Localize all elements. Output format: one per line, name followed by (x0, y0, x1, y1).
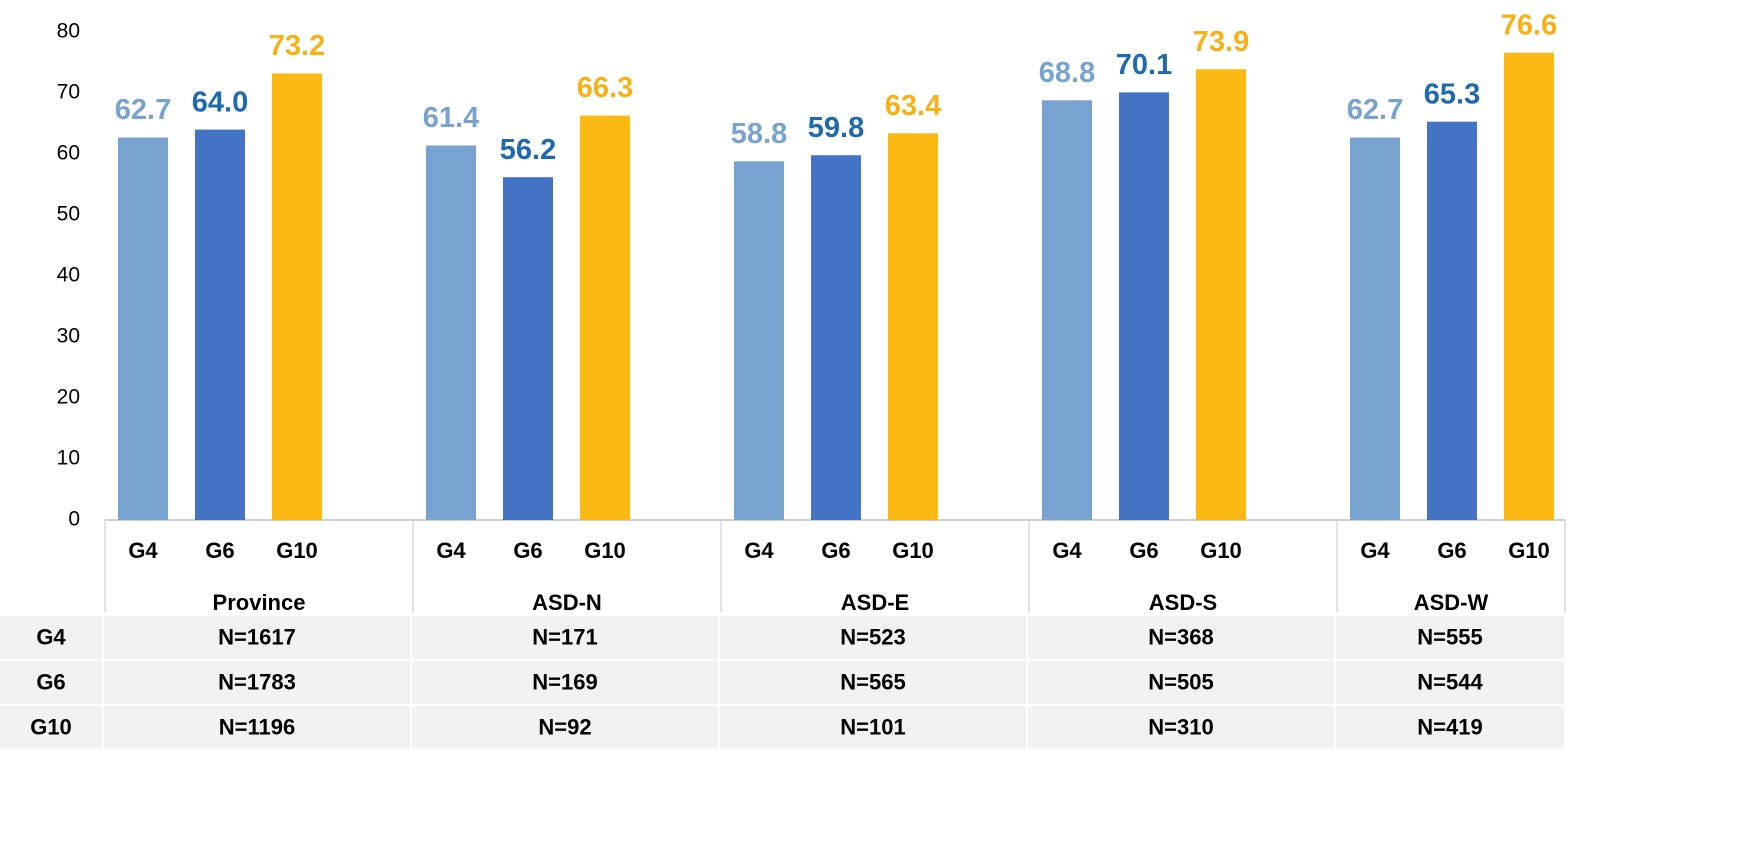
table-cell (412, 661, 718, 704)
value-label: 59.8 (808, 112, 864, 144)
table-value: N=419 (1417, 714, 1482, 739)
table-value: N=555 (1417, 624, 1482, 649)
x-sub-label: G10 (1508, 538, 1550, 563)
value-label: 65.3 (1424, 78, 1480, 110)
value-label: 62.7 (115, 94, 171, 126)
x-sub-label: G6 (513, 538, 542, 563)
x-sub-label: G10 (276, 538, 318, 563)
value-label: 66.3 (577, 72, 633, 104)
table-cell (1336, 616, 1564, 659)
bar (580, 115, 630, 520)
value-label: 63.4 (885, 90, 941, 122)
x-sub-label: G10 (1200, 538, 1242, 563)
table-cell (412, 616, 718, 659)
table-value: N=565 (840, 669, 905, 694)
bar (811, 155, 861, 520)
table-cell (104, 661, 410, 704)
table-value: N=1196 (219, 714, 295, 739)
table-cell (1028, 706, 1334, 749)
table-value: N=1617 (218, 624, 296, 649)
table-cell (1336, 706, 1564, 749)
table-cell (0, 706, 102, 749)
bar (272, 73, 322, 520)
table-cell (0, 661, 102, 704)
x-sub-label: G6 (205, 538, 234, 563)
table-cell (720, 661, 1026, 704)
row-header: G4 (36, 624, 66, 649)
table-value: N=505 (1148, 669, 1213, 694)
value-label: 68.8 (1039, 57, 1095, 89)
x-sub-label: G6 (821, 538, 850, 563)
table-cell (1028, 616, 1334, 659)
x-sub-label: G4 (1360, 538, 1390, 563)
bar (1504, 52, 1554, 521)
value-label: 70.1 (1116, 49, 1172, 81)
y-tick-label: 0 (68, 508, 80, 531)
table-cell (720, 706, 1026, 749)
y-tick-label: 30 (57, 325, 80, 348)
group-label: ASD-W (1414, 590, 1489, 615)
table-cell (412, 706, 718, 749)
value-label: 73.2 (269, 30, 325, 62)
y-tick-label: 20 (57, 386, 80, 409)
table-value: N=544 (1417, 669, 1483, 694)
table-value: N=368 (1148, 624, 1213, 649)
table-cell (1336, 661, 1564, 704)
value-label: 61.4 (423, 102, 479, 134)
table-value: N=171 (532, 624, 597, 649)
y-tick-label: 10 (57, 447, 80, 470)
table-value: N=523 (840, 624, 905, 649)
table-value: N=1783 (218, 669, 296, 694)
y-tick-label: 70 (57, 81, 80, 104)
bar (426, 145, 476, 520)
value-label: 73.9 (1193, 26, 1249, 58)
table-value: N=169 (532, 669, 597, 694)
y-tick-label: 50 (57, 203, 80, 226)
group-label: ASD-N (532, 590, 602, 615)
x-sub-label: G6 (1437, 538, 1466, 563)
row-header: G10 (30, 714, 72, 739)
row-header: G6 (36, 669, 65, 694)
bar (118, 137, 168, 520)
bar (1119, 92, 1169, 520)
value-label: 56.2 (500, 134, 556, 166)
value-label: 58.8 (731, 118, 787, 150)
x-sub-label: G10 (584, 538, 626, 563)
bar (1042, 100, 1092, 520)
value-label: 76.6 (1501, 9, 1557, 41)
y-tick-label: 80 (57, 20, 80, 43)
y-tick-label: 60 (57, 142, 80, 165)
x-sub-label: G6 (1129, 538, 1158, 563)
y-tick-label: 40 (57, 264, 80, 287)
table-cell (0, 616, 102, 659)
bar (888, 133, 938, 520)
table-value: N=101 (840, 714, 905, 739)
x-sub-label: G4 (744, 538, 774, 563)
x-sub-label: G4 (436, 538, 466, 563)
group-label: ASD-E (841, 590, 909, 615)
bar (195, 129, 245, 520)
bar (503, 177, 553, 520)
x-sub-label: G4 (1052, 538, 1082, 563)
table-cell (104, 706, 410, 749)
bar (1350, 137, 1400, 520)
table-cell (104, 616, 410, 659)
bar (1427, 121, 1477, 521)
table-value: N=310 (1148, 714, 1213, 739)
table-value: N=92 (538, 714, 591, 739)
x-sub-label: G10 (892, 538, 934, 563)
bar (1196, 69, 1246, 521)
x-sub-label: G4 (128, 538, 158, 563)
group-label: Province (213, 590, 306, 615)
value-label: 62.7 (1347, 94, 1403, 126)
value-label: 64.0 (192, 86, 248, 118)
table-cell (720, 616, 1026, 659)
group-label: ASD-S (1149, 590, 1217, 615)
bar (734, 161, 784, 520)
table-cell (1028, 661, 1334, 704)
